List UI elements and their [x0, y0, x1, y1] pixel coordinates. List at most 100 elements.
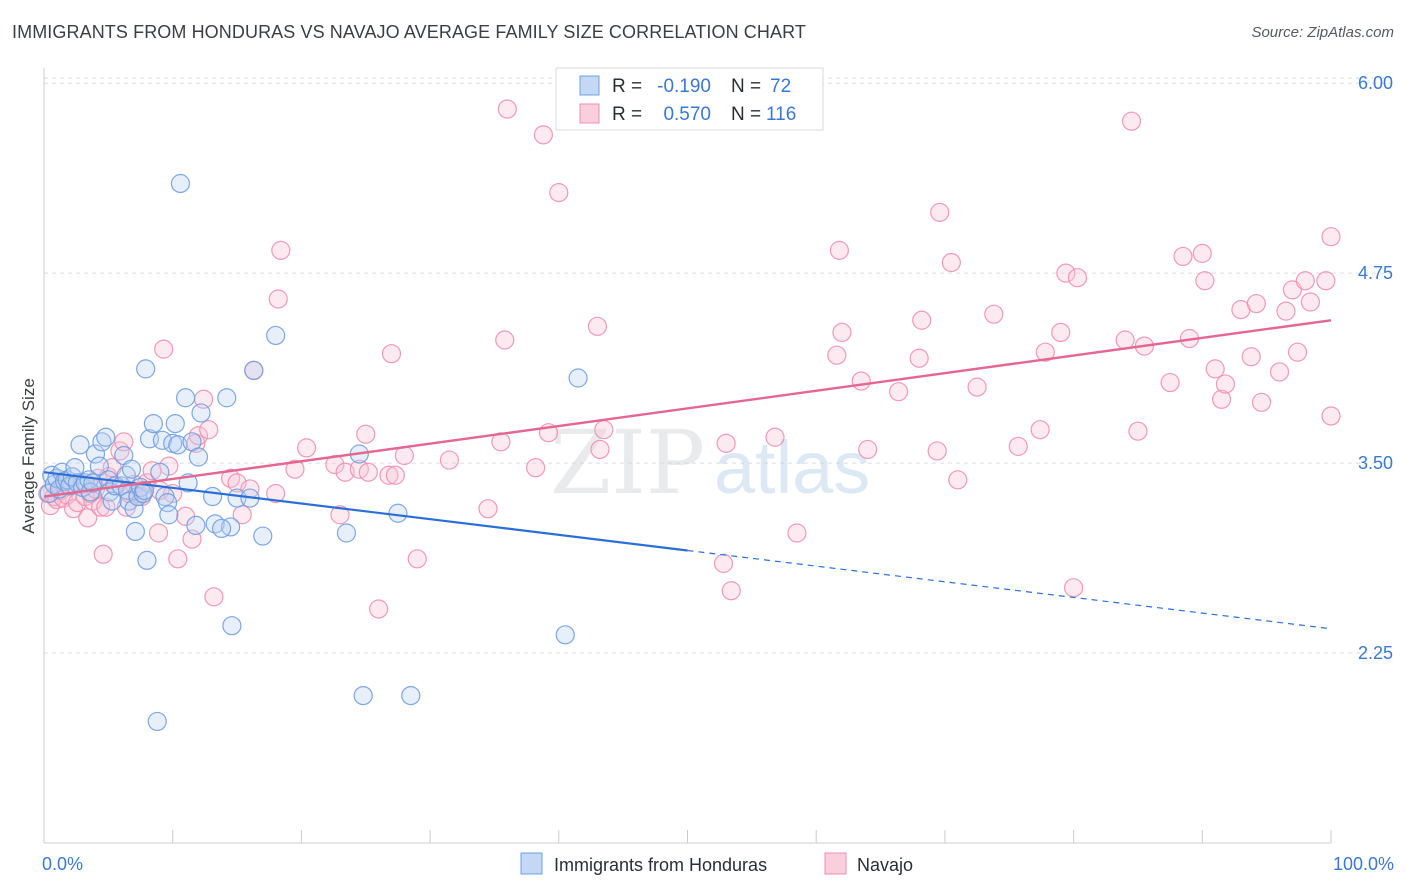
honduras-point: [188, 447, 209, 467]
navajo-point: [91, 497, 111, 517]
navajo-point: [967, 377, 987, 397]
navajo-point: [330, 505, 350, 525]
navajo-point: [1246, 293, 1266, 314]
navajo-point: [285, 459, 305, 479]
navajo-point: [594, 420, 614, 440]
navajo-point: [888, 382, 909, 402]
navajo-point: [204, 587, 224, 607]
honduras-point: [124, 499, 144, 519]
stats-r-value-2: 0.570: [663, 104, 711, 125]
stats-r-value-1: -0.190: [657, 76, 711, 97]
stats-swatch-pink: [579, 103, 600, 124]
honduras-point: [136, 359, 156, 379]
honduras-point: [143, 413, 163, 434]
navajo-point: [1195, 271, 1215, 291]
navajo-point: [1051, 322, 1071, 343]
navajo-point: [381, 344, 402, 364]
navajo-point: [1063, 578, 1084, 598]
navajo-point: [1251, 392, 1272, 412]
stats-n-label-2: N =: [731, 104, 761, 125]
honduras-point: [137, 550, 157, 570]
legend-label-navajo: Navajo: [857, 855, 913, 875]
navajo-point: [1300, 292, 1321, 312]
navajo-point: [148, 523, 169, 543]
navajo-point: [1056, 263, 1076, 283]
stats-legend-box: [555, 67, 824, 131]
legend-swatch-honduras: [520, 852, 543, 875]
stats-swatch-blue: [579, 75, 600, 96]
x-tick-label-max: 100.0%: [1333, 854, 1394, 874]
navajo-point: [1008, 436, 1028, 456]
navajo-point: [1276, 301, 1296, 321]
navajo-point: [93, 544, 113, 564]
navajo-point: [858, 439, 878, 460]
honduras-point: [165, 413, 185, 434]
honduras-point: [555, 625, 575, 645]
navajo-point: [549, 183, 569, 203]
navajo-point: [1030, 420, 1050, 440]
navajo-point: [851, 371, 871, 391]
navajo-point: [358, 462, 378, 482]
navajo-point: [495, 330, 515, 350]
honduras-point: [222, 616, 242, 636]
honduras-point: [175, 388, 196, 408]
navajo-point: [927, 441, 947, 461]
y-tick-labels: 2.25 3.50 4.75 6.00: [1358, 73, 1393, 663]
honduras-point: [217, 388, 237, 408]
navajo-point: [787, 523, 807, 543]
navajo-point: [1295, 271, 1315, 291]
x-ticks: [172, 830, 1332, 843]
watermark: ZIP atlas: [550, 411, 870, 514]
navajo-point: [199, 420, 219, 440]
navajo-point: [1215, 374, 1236, 394]
source-label: Source: ZipAtlas.com: [1251, 24, 1394, 41]
honduras-point: [353, 685, 373, 706]
navajo-point: [832, 322, 852, 343]
navajo-point: [716, 433, 736, 453]
watermark-atlas: atlas: [714, 426, 870, 509]
navajo-point: [948, 470, 968, 490]
navajo-point: [1241, 347, 1261, 367]
honduras-point: [336, 523, 357, 543]
navajo-point: [1192, 243, 1212, 263]
stats-r-label-2: R =: [612, 104, 642, 125]
series-legend: Immigrants from Honduras Navajo: [520, 852, 913, 875]
navajo-point: [1321, 406, 1341, 426]
navajo-point: [912, 310, 932, 330]
navajo-point: [439, 450, 460, 470]
navajo-point: [1128, 421, 1148, 441]
navajo-point: [335, 462, 355, 482]
honduras-point: [70, 435, 90, 455]
honduras-point: [147, 711, 167, 732]
navajo-trendline: [43, 319, 1332, 498]
navajo-point: [590, 439, 610, 460]
navajo-point: [1160, 372, 1180, 393]
legend-label-honduras: Immigrants from Honduras: [554, 855, 767, 875]
navajo-point: [497, 99, 517, 119]
honduras-point: [85, 444, 106, 464]
navajo-point: [296, 438, 317, 458]
honduras-point: [96, 427, 116, 447]
navajo-point: [526, 458, 546, 478]
watermark-zip: ZIP: [550, 411, 705, 514]
navajo-point: [1316, 271, 1336, 291]
navajo-point: [407, 549, 427, 569]
stats-legend: R = -0.190 N = 72 R = 0.570 N = 116: [555, 67, 824, 131]
navajo-point: [369, 599, 389, 619]
y-tick-label: 2.25: [1358, 643, 1393, 663]
navajo-point: [765, 427, 785, 447]
navajo-point: [385, 465, 405, 485]
navajo-point: [1212, 389, 1232, 409]
x-tick-label-min: 0.0%: [42, 854, 83, 874]
navajo-point: [1067, 268, 1088, 288]
navajo-point: [533, 125, 553, 145]
navajo-point: [1269, 362, 1290, 382]
navajo-point: [713, 553, 734, 573]
honduras-point: [568, 368, 588, 388]
honduras-point: [102, 491, 122, 511]
honduras-point: [244, 360, 264, 381]
navajo-point: [266, 483, 286, 504]
navajo-point: [829, 240, 849, 260]
navajo-point: [930, 202, 950, 222]
navajo-point: [1121, 111, 1142, 131]
